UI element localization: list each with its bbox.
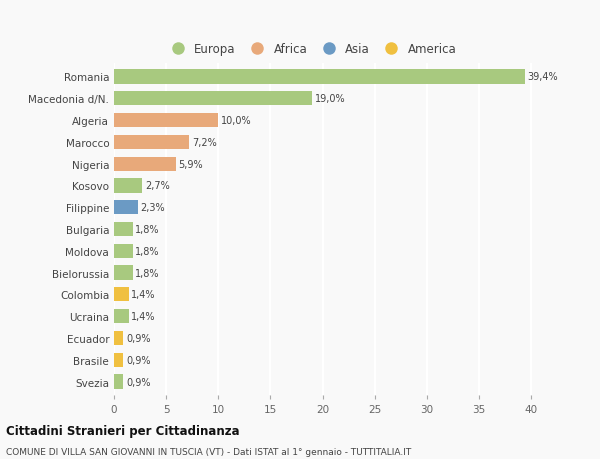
Bar (114, 375, 124, 389)
Text: 7,2%: 7,2% (191, 138, 217, 147)
Text: 0,9%: 0,9% (126, 355, 151, 365)
Text: 0,9%: 0,9% (126, 333, 151, 343)
Bar (114, 70, 525, 84)
Text: 1,4%: 1,4% (131, 290, 156, 300)
Text: 0,9%: 0,9% (126, 377, 151, 386)
Bar (114, 353, 124, 367)
Text: Cittadini Stranieri per Cittadinanza: Cittadini Stranieri per Cittadinanza (6, 424, 239, 437)
Text: 2,3%: 2,3% (140, 203, 165, 213)
Bar (114, 309, 128, 324)
Text: 10,0%: 10,0% (221, 116, 251, 126)
Text: COMUNE DI VILLA SAN GIOVANNI IN TUSCIA (VT) - Dati ISTAT al 1° gennaio - TUTTITA: COMUNE DI VILLA SAN GIOVANNI IN TUSCIA (… (6, 448, 411, 456)
Text: 2,7%: 2,7% (145, 181, 170, 191)
Bar (114, 331, 124, 345)
Bar (114, 157, 176, 171)
Bar (114, 244, 133, 258)
Bar (114, 92, 312, 106)
Legend: Europa, Africa, Asia, America: Europa, Africa, Asia, America (164, 40, 458, 58)
Bar (114, 288, 128, 302)
Text: 39,4%: 39,4% (527, 73, 558, 82)
Text: 1,8%: 1,8% (136, 246, 160, 256)
Bar (114, 179, 142, 193)
Text: 1,4%: 1,4% (131, 312, 156, 321)
Bar (114, 135, 189, 150)
Text: 19,0%: 19,0% (315, 94, 346, 104)
Text: 1,8%: 1,8% (136, 224, 160, 235)
Text: 5,9%: 5,9% (178, 159, 203, 169)
Bar (114, 266, 133, 280)
Bar (114, 201, 138, 215)
Bar (114, 114, 218, 128)
Text: 1,8%: 1,8% (136, 268, 160, 278)
Bar (114, 223, 133, 236)
